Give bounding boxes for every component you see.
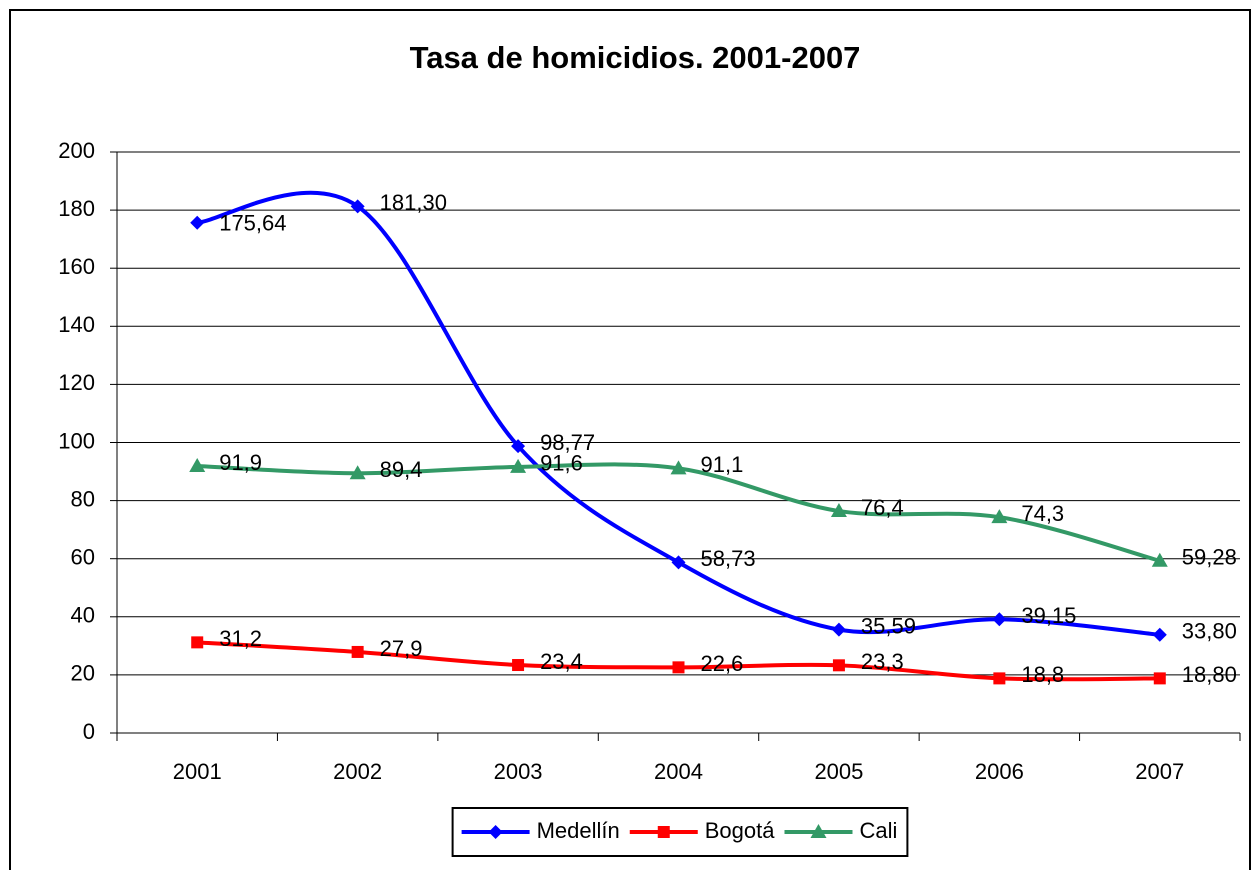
marker bbox=[671, 555, 686, 570]
marker bbox=[190, 215, 205, 230]
marker bbox=[1153, 672, 1166, 685]
data-label: 98,77 bbox=[540, 430, 595, 455]
x-tick-label: 2007 bbox=[1135, 759, 1184, 784]
legend-label: Cali bbox=[859, 818, 897, 843]
data-label: 74,3 bbox=[1021, 501, 1064, 526]
marker bbox=[991, 509, 1008, 524]
y-tick-label: 160 bbox=[58, 254, 95, 279]
x-tick-label: 2001 bbox=[173, 759, 222, 784]
data-label: 76,4 bbox=[861, 495, 904, 520]
y-tick-label: 180 bbox=[58, 196, 95, 221]
marker bbox=[351, 645, 364, 658]
data-label: 31,2 bbox=[219, 626, 262, 651]
marker bbox=[830, 503, 847, 518]
y-tick-label: 40 bbox=[71, 603, 95, 628]
marker bbox=[672, 661, 685, 674]
data-label: 35,59 bbox=[861, 613, 916, 638]
data-label: 23,4 bbox=[540, 649, 583, 674]
marker bbox=[189, 458, 206, 473]
y-tick-label: 120 bbox=[58, 370, 95, 395]
data-label: 91,1 bbox=[701, 452, 744, 477]
data-label: 181,30 bbox=[380, 190, 447, 215]
data-label: 18,80 bbox=[1182, 662, 1237, 687]
data-label: 22,6 bbox=[701, 651, 744, 676]
marker bbox=[832, 659, 845, 672]
y-tick-label: 100 bbox=[58, 428, 95, 453]
y-tick-label: 60 bbox=[71, 545, 95, 570]
y-tick-label: 80 bbox=[71, 486, 95, 511]
x-tick-label: 2003 bbox=[494, 759, 543, 784]
data-label: 18,8 bbox=[1021, 662, 1064, 687]
data-label: 27,9 bbox=[380, 636, 423, 661]
data-label: 175,64 bbox=[219, 211, 286, 236]
marker bbox=[992, 612, 1007, 627]
marker bbox=[512, 659, 525, 672]
data-label: 91,9 bbox=[219, 450, 262, 475]
marker bbox=[1152, 627, 1167, 642]
series-line bbox=[197, 462, 1161, 563]
marker bbox=[191, 636, 204, 649]
x-tick-label: 2004 bbox=[654, 759, 703, 784]
legend-label: Bogotá bbox=[705, 818, 775, 843]
data-label: 23,3 bbox=[861, 649, 904, 674]
marker bbox=[488, 825, 503, 839]
marker bbox=[510, 458, 527, 473]
data-label: 89,4 bbox=[380, 457, 423, 482]
chart-frame bbox=[9, 9, 1251, 870]
marker bbox=[511, 439, 526, 454]
marker bbox=[831, 622, 846, 637]
marker bbox=[350, 199, 365, 214]
marker bbox=[993, 672, 1006, 685]
chart-title: Tasa de homicidios. 2001-2007 bbox=[410, 40, 861, 75]
y-tick-label: 140 bbox=[58, 312, 95, 337]
y-tick-label: 200 bbox=[58, 138, 95, 163]
series-line bbox=[197, 640, 1160, 682]
marker bbox=[349, 465, 366, 480]
marker bbox=[810, 824, 827, 838]
data-label: 33,80 bbox=[1182, 619, 1237, 644]
legend: Medellín Bogotá Cali bbox=[451, 807, 909, 857]
legend-label: Medellín bbox=[537, 818, 620, 843]
x-tick-label: 2002 bbox=[333, 759, 382, 784]
marker bbox=[657, 826, 670, 838]
data-label: 59,28 bbox=[1182, 545, 1237, 570]
marker bbox=[1151, 552, 1168, 567]
data-label: 91,6 bbox=[540, 451, 583, 476]
x-tick-label: 2005 bbox=[814, 759, 863, 784]
x-tick-label: 2006 bbox=[975, 759, 1024, 784]
y-tick-label: 20 bbox=[71, 661, 95, 686]
data-label: 58,73 bbox=[701, 546, 756, 571]
y-tick-label: 0 bbox=[83, 719, 95, 744]
data-label: 39,15 bbox=[1021, 603, 1076, 628]
marker bbox=[670, 460, 687, 475]
